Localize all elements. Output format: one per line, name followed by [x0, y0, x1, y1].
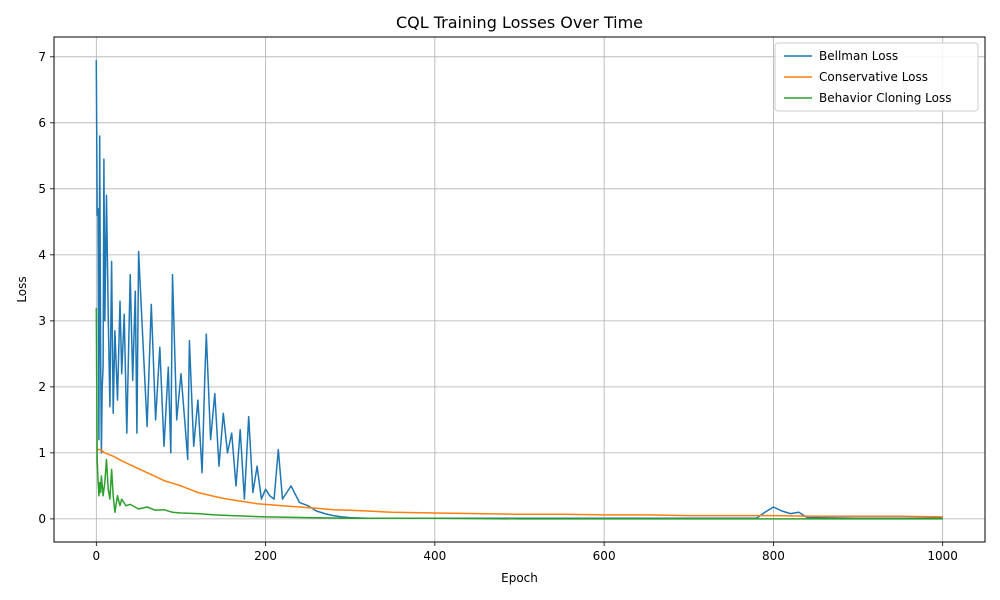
- y-tick-label: 3: [38, 314, 46, 328]
- plot-series: [95, 60, 943, 520]
- x-tick-label: 400: [423, 549, 446, 563]
- x-axis-title: Epoch: [501, 571, 538, 585]
- y-tick-label: 6: [38, 116, 46, 130]
- y-tick-label: 5: [38, 182, 46, 196]
- legend-label: Bellman Loss: [819, 49, 898, 63]
- series-line-conservative-loss: [96, 448, 943, 518]
- y-tick-label: 1: [38, 446, 46, 460]
- axis-ticks: 0 200 400 600 800 1000 0 1 2 3 4 5 6 7: [38, 50, 958, 563]
- x-tick-label: 200: [254, 549, 277, 563]
- y-tick-label: 0: [38, 512, 46, 526]
- series-line-behavior-cloning-loss: [95, 307, 943, 520]
- x-tick-label: 0: [92, 549, 100, 563]
- legend: Bellman Loss Conservative Loss Behavior Cl…: [774, 42, 979, 112]
- x-tick-label: 600: [593, 549, 616, 563]
- y-tick-label: 4: [38, 248, 46, 262]
- y-tick-label: 2: [38, 380, 46, 394]
- legend-label: Behavior Cloning Loss: [819, 91, 951, 105]
- chart-title: CQL Training Losses Over Time: [396, 13, 643, 32]
- x-tick-label: 800: [762, 549, 785, 563]
- y-axis-title: Loss: [15, 276, 29, 302]
- legend-box: [774, 42, 979, 112]
- legend-label: Conservative Loss: [819, 70, 928, 84]
- x-tick-label: 1000: [927, 549, 958, 563]
- plot-frame: [53, 36, 986, 543]
- y-tick-label: 7: [38, 50, 46, 64]
